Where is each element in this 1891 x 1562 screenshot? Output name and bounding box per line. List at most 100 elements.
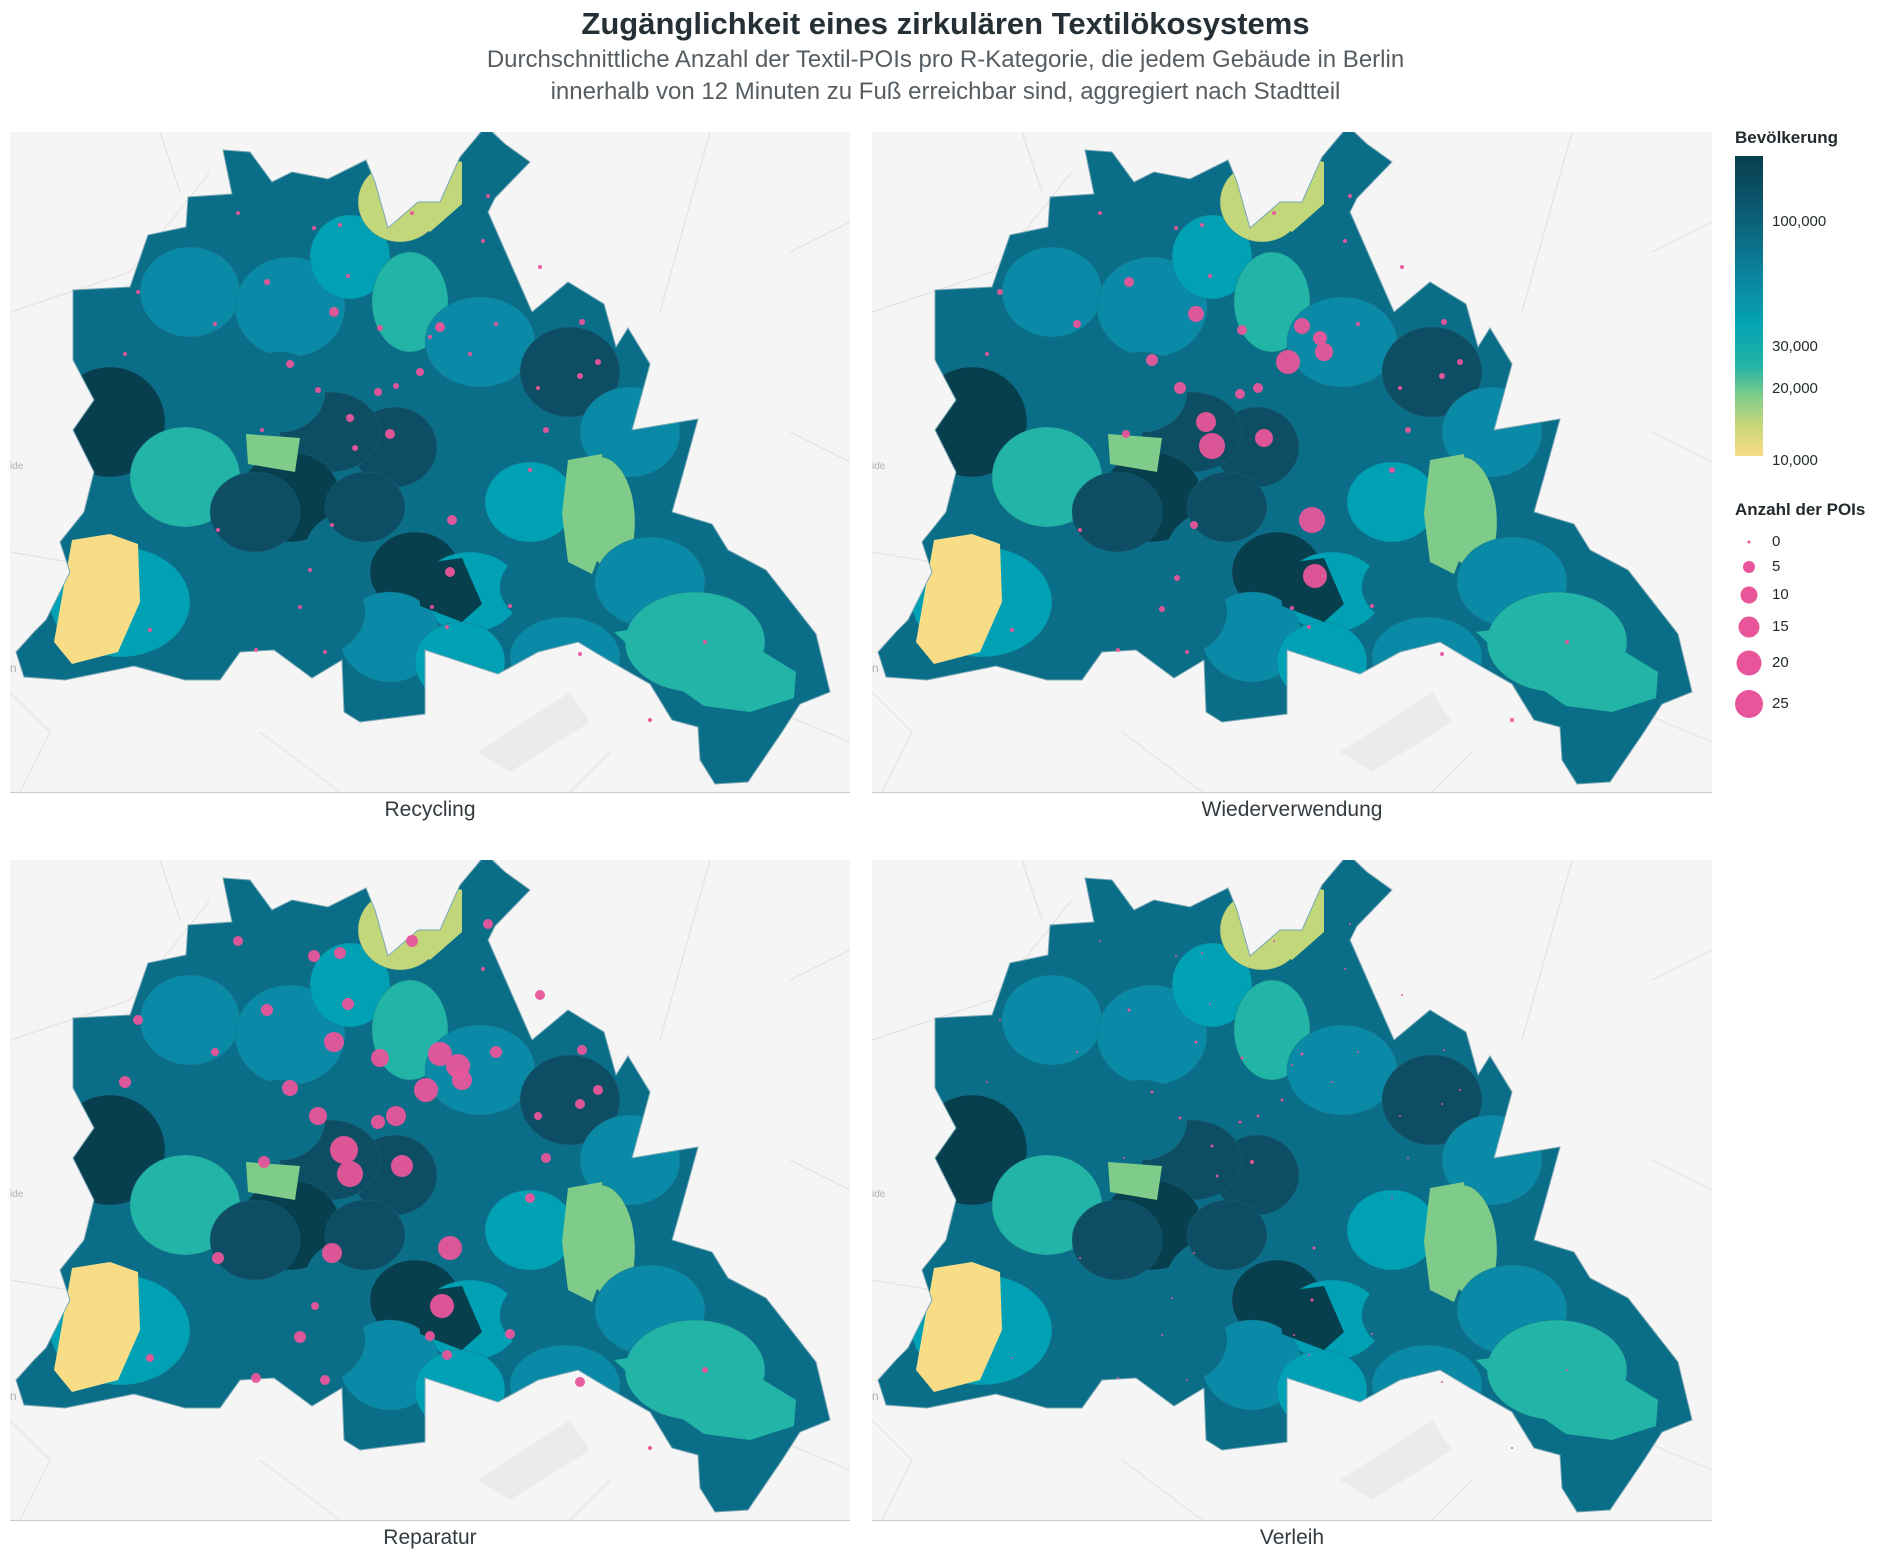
poi-bubble bbox=[1439, 373, 1445, 379]
map-panel-verleih[interactable]: ide n bbox=[872, 860, 1712, 1521]
berlin-district-map: ide n bbox=[872, 132, 1712, 792]
poi-bubbles bbox=[119, 919, 708, 1450]
poi-bubble bbox=[486, 194, 490, 198]
district-spandau-west bbox=[916, 534, 1002, 664]
poi-bubble bbox=[236, 211, 240, 215]
poi-bubble bbox=[216, 528, 220, 532]
map-panel-wiederverwendung[interactable]: ide n bbox=[872, 132, 1712, 793]
chart-title: Zugänglichkeit eines zirkulären Textilök… bbox=[581, 6, 1310, 41]
district-7 bbox=[1381, 326, 1483, 418]
poi-bubble bbox=[212, 1252, 224, 1264]
poi-bubble bbox=[648, 1446, 652, 1450]
map-panel-reparatur[interactable]: ide n bbox=[10, 860, 850, 1521]
poi-bubble bbox=[1459, 1089, 1461, 1091]
poi-bubble bbox=[1312, 1246, 1316, 1250]
map-panel-recycling[interactable]: ide n bbox=[10, 132, 850, 793]
poi-bubble bbox=[577, 1045, 587, 1055]
poi-bubble bbox=[334, 947, 346, 959]
poi-bubble bbox=[312, 226, 316, 230]
district-14 bbox=[1096, 1079, 1188, 1161]
poi-bubble bbox=[1196, 412, 1216, 432]
district-layer bbox=[911, 140, 1658, 712]
poi-bubble bbox=[481, 967, 485, 971]
poi-bubble bbox=[264, 279, 270, 285]
poi-bubble bbox=[575, 1377, 585, 1387]
poi-bubble bbox=[490, 1046, 502, 1058]
poi-bubble bbox=[1273, 940, 1275, 942]
poi-bubble bbox=[323, 650, 327, 654]
poi-bubble bbox=[1073, 320, 1081, 328]
poi-bubble bbox=[1193, 1252, 1195, 1254]
berlin-border bbox=[877, 132, 1693, 785]
size-legend-label-25: 25 bbox=[1772, 695, 1789, 712]
size-legend-label-10: 10 bbox=[1772, 586, 1789, 603]
size-legend-bubble-20 bbox=[1736, 650, 1762, 676]
poi-bubble bbox=[330, 1136, 358, 1164]
poi-bubble bbox=[1122, 430, 1130, 438]
poi-bubble bbox=[438, 1236, 462, 1260]
poi-bubble bbox=[309, 1107, 327, 1125]
poi-bubble bbox=[1348, 194, 1352, 198]
poi-bubble bbox=[261, 1004, 273, 1016]
poi-bubble bbox=[1253, 383, 1263, 393]
poi-bubble bbox=[1272, 211, 1276, 215]
district-southeast bbox=[614, 1346, 796, 1440]
poi-bubble bbox=[136, 290, 140, 294]
poi-bubble bbox=[1255, 429, 1273, 447]
poi-bubble bbox=[1400, 265, 1404, 269]
poi-bubble bbox=[648, 718, 652, 722]
poi-bubble bbox=[211, 1048, 219, 1056]
poi-bubble bbox=[1300, 1052, 1304, 1056]
poi-bubble bbox=[1178, 1116, 1182, 1120]
size-legend-bubble-15 bbox=[1738, 616, 1760, 638]
size-legend-label-20: 20 bbox=[1772, 654, 1789, 671]
district-30 bbox=[209, 1199, 301, 1281]
berlin-border bbox=[15, 860, 831, 1513]
poi-bubble bbox=[577, 373, 583, 379]
poi-bubble bbox=[1290, 606, 1294, 610]
poi-bubble bbox=[1161, 1334, 1163, 1336]
basemap-label: n bbox=[872, 661, 879, 675]
poi-bubble bbox=[1237, 325, 1247, 335]
poi-bubble bbox=[425, 1331, 435, 1341]
poi-bubble bbox=[1194, 1040, 1198, 1044]
poi-bubble bbox=[1370, 604, 1374, 608]
poi-bubble bbox=[1099, 940, 1101, 942]
poi-bubble bbox=[1123, 1157, 1125, 1159]
poi-bubbles bbox=[986, 923, 1568, 1449]
district-center-dark bbox=[418, 558, 482, 622]
poi-bubble bbox=[999, 1019, 1001, 1021]
poi-bubble bbox=[595, 359, 601, 365]
chart-subtitle-line-1: Durchschnittliche Anzahl der Textil-POIs… bbox=[486, 46, 1405, 73]
district-30 bbox=[209, 471, 301, 553]
poi-bubble bbox=[371, 1049, 389, 1067]
poi-bubble bbox=[1146, 354, 1158, 366]
poi-bubble bbox=[1215, 1174, 1219, 1178]
poi-bubble bbox=[386, 1106, 406, 1126]
berlin-border bbox=[15, 132, 831, 785]
poi-bubble bbox=[342, 998, 354, 1010]
poi-bubble bbox=[311, 1302, 319, 1310]
poi-bubble bbox=[1238, 1120, 1242, 1124]
poi-bubble bbox=[986, 1081, 988, 1083]
poi-bubble bbox=[254, 648, 258, 652]
district-6 bbox=[424, 1024, 536, 1116]
poi-bubble bbox=[1344, 968, 1346, 970]
basemap-label: ide bbox=[10, 1189, 24, 1200]
poi-bubble bbox=[468, 352, 472, 356]
poi-bubble bbox=[146, 1354, 154, 1362]
poi-bubble bbox=[320, 1375, 330, 1385]
poi-bubble bbox=[1391, 1197, 1393, 1199]
poi-bubble bbox=[1343, 239, 1347, 243]
district-3 bbox=[309, 214, 391, 300]
poi-bubble bbox=[329, 307, 339, 317]
poi-bubble bbox=[575, 1099, 585, 1109]
size-legend-label-0: 0 bbox=[1772, 533, 1781, 550]
basemap-label: n bbox=[872, 1389, 879, 1403]
poi-bubble bbox=[251, 1373, 261, 1383]
poi-bubble bbox=[1250, 1160, 1254, 1164]
poi-bubble bbox=[286, 360, 294, 368]
poi-bubble bbox=[541, 1153, 551, 1163]
poi-bubble bbox=[1511, 1447, 1513, 1449]
poi-bubble bbox=[1398, 386, 1402, 390]
